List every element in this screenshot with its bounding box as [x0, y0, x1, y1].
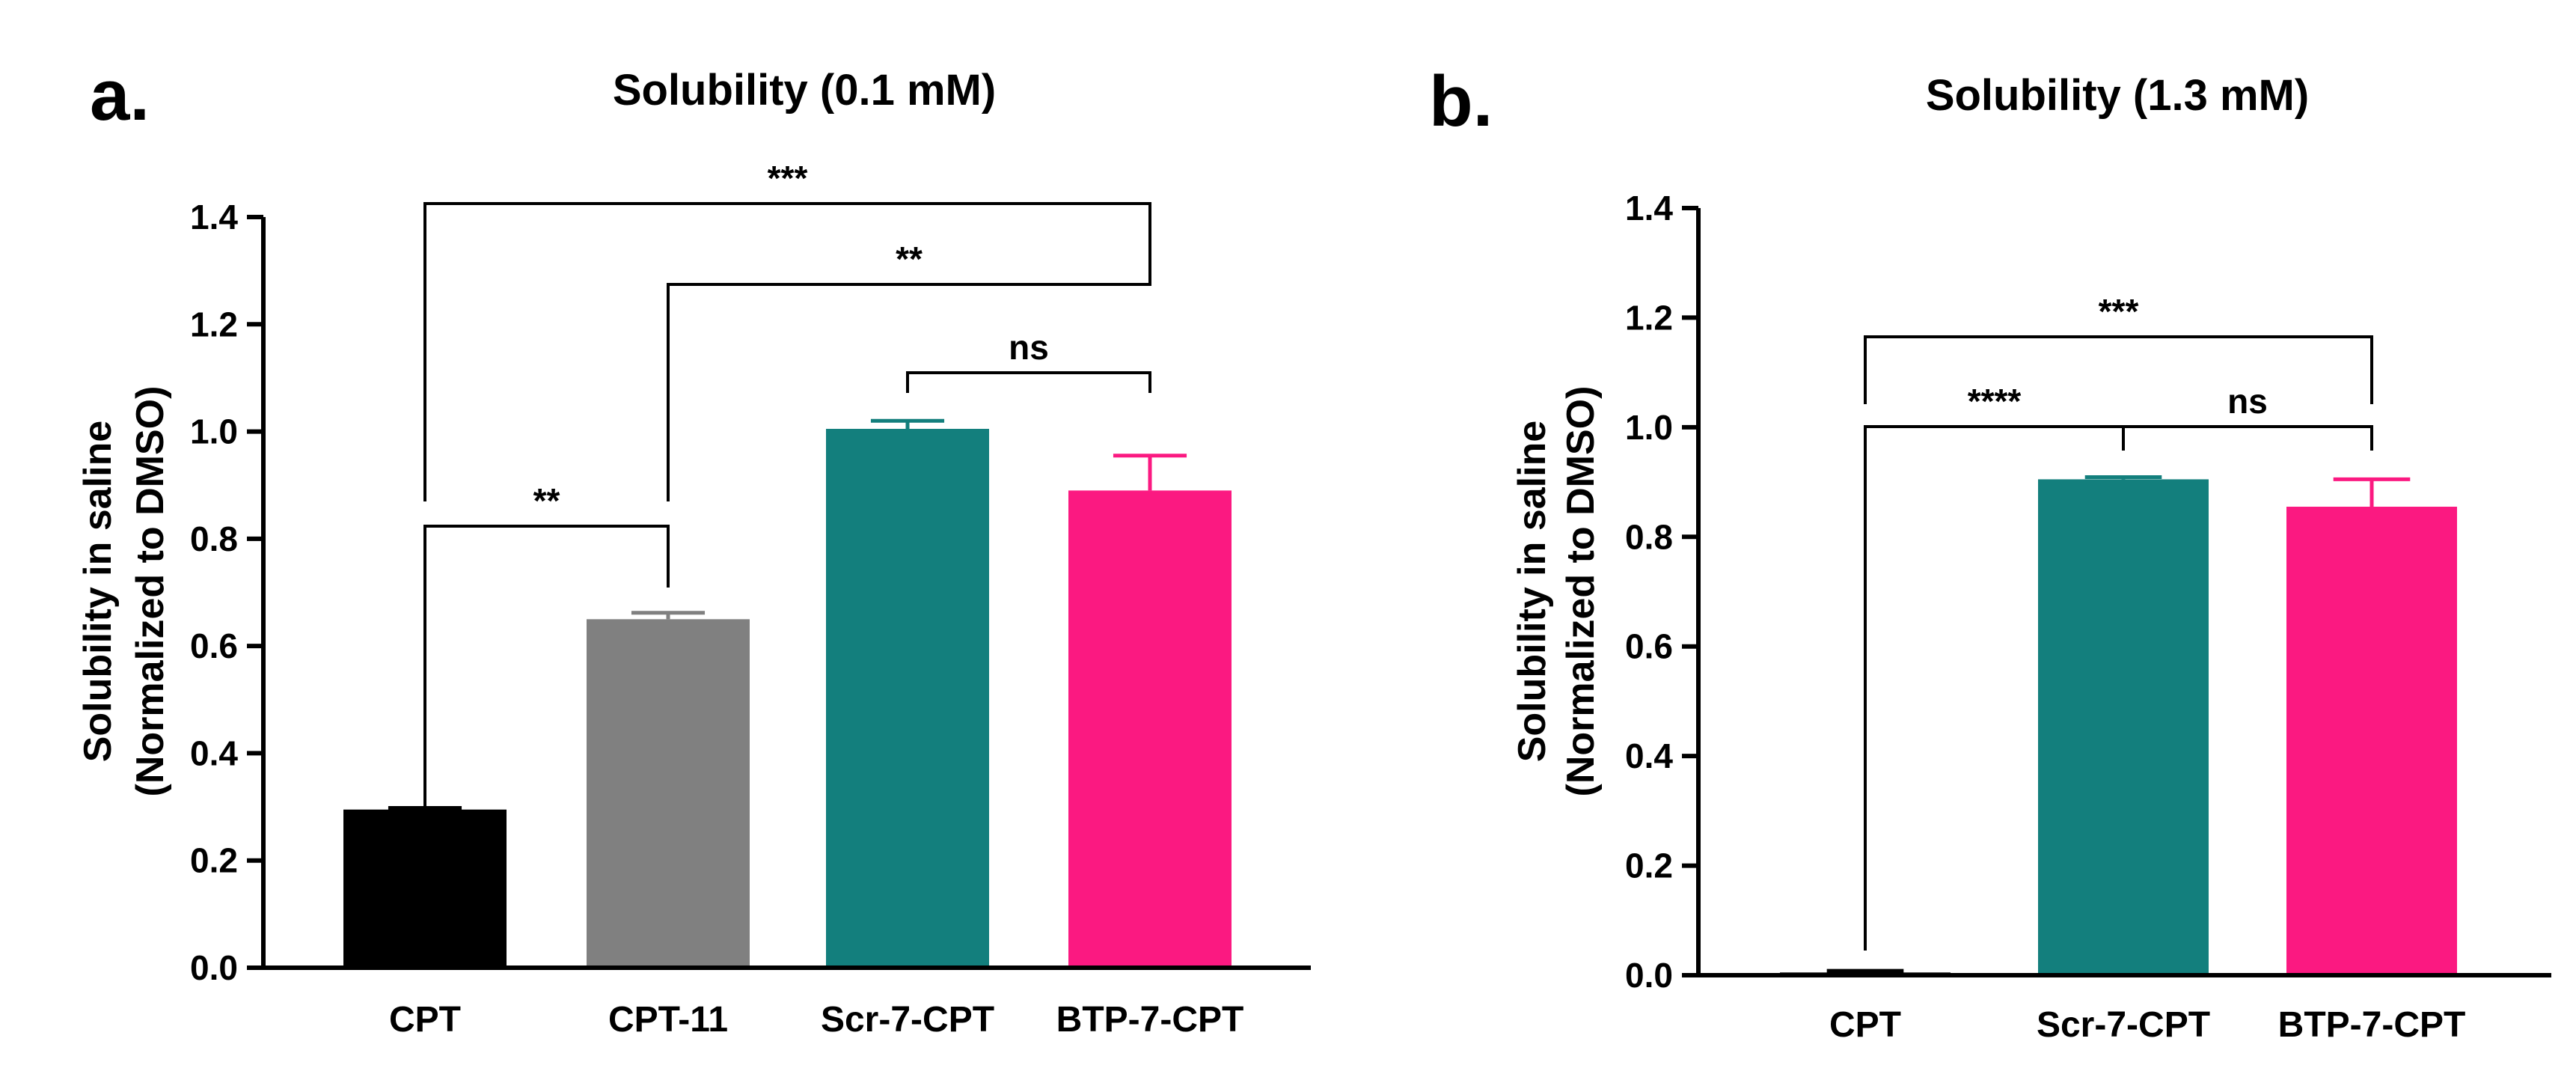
y-tick-label: 0.4 [190, 733, 238, 772]
x-tick-label: Scr-7-CPT [2037, 1005, 2210, 1045]
x-tick-label: Scr-7-CPT [821, 1000, 994, 1040]
significance-bracket: ** [423, 481, 670, 943]
bar-scr-7-cpt [826, 428, 989, 968]
panel-label: a. [90, 55, 150, 135]
x-tick-label: CPT [389, 1000, 461, 1040]
bar-btp-7-cpt [2286, 507, 2457, 975]
y-tick-label: 0.8 [190, 519, 238, 558]
error-bar [870, 418, 945, 429]
y-tick-label: 0.0 [190, 948, 238, 987]
bar-btp-7-cpt [1068, 490, 1232, 968]
chart-title: Solubility (0.1 mM) [613, 66, 996, 115]
y-tick-label: 1.2 [1625, 298, 1673, 337]
y-tick-label: 0.6 [1625, 627, 1673, 666]
panel-a: a. Solubility (0.1 mM) Solubility in salin… [76, 55, 1311, 1040]
significance-label: ** [533, 481, 560, 520]
y-axis-label-line1: Solubility in saline [76, 421, 120, 763]
significance-label: *** [2099, 292, 2139, 331]
y-tick-label: 1.0 [1625, 408, 1673, 447]
significance-label: *** [768, 159, 808, 198]
y-tick-label: 0.6 [190, 626, 238, 665]
significance-label: **** [1968, 382, 2022, 421]
y-axis-label-line2: (Normalized to DMSO) [129, 386, 172, 797]
y-tick-label: 1.4 [190, 198, 238, 237]
significance-label: ns [2227, 382, 2268, 421]
error-bar [2084, 475, 2162, 480]
error-bar [1826, 968, 1904, 973]
y-tick-label: 1.4 [1625, 189, 1673, 228]
panel-b: b. Solubility (1.3 mM) Solubility in salin… [1429, 61, 2551, 1045]
y-tick-label: 0.0 [1625, 956, 1673, 995]
y-tick-label: 1.2 [190, 305, 238, 344]
x-tick-label: CPT [1829, 1005, 1901, 1045]
significance-bracket: *** [423, 159, 1151, 501]
y-tick-label: 0.4 [1625, 736, 1673, 775]
significance-label: ns [1009, 328, 1049, 367]
x-tick-label: BTP-7-CPT [2278, 1005, 2466, 1045]
bar-scr-7-cpt [2038, 479, 2209, 975]
significance-bracket: ns [2122, 382, 2373, 451]
significance-bracket: ns [906, 328, 1151, 393]
panel-label: b. [1429, 61, 1493, 141]
y-axis-label-line2: (Normalized to DMSO) [1559, 386, 1603, 797]
significance-bracket: ** [667, 240, 1151, 501]
y-tick-label: 0.2 [190, 841, 238, 880]
significance-bracket: *** [1864, 292, 2373, 404]
y-axis-label-line1: Solubility in saline [1511, 421, 1554, 763]
bar-cpt-11 [587, 619, 750, 968]
y-tick-label: 0.8 [1625, 517, 1673, 556]
x-tick-label: CPT-11 [608, 1000, 728, 1040]
chart-title: Solubility (1.3 mM) [1926, 71, 2309, 120]
significance-label: ** [896, 240, 923, 278]
error-bar [1113, 454, 1187, 491]
error-bar [631, 611, 706, 620]
error-bar [2333, 477, 2411, 507]
y-tick-label: 1.0 [190, 412, 238, 451]
x-tick-label: BTP-7-CPT [1056, 1000, 1244, 1040]
y-tick-label: 0.2 [1625, 846, 1673, 885]
